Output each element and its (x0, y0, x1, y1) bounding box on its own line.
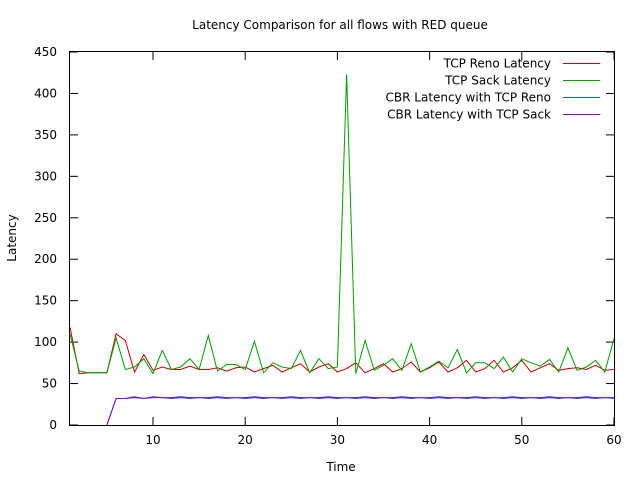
chart-title: Latency Comparison for all flows with RE… (192, 18, 488, 32)
series-line-3 (106, 397, 615, 426)
y-tick-label: 300 (34, 169, 57, 183)
x-tick-label: 50 (514, 433, 529, 447)
y-tick-label: 350 (34, 128, 57, 142)
y-tick-label: 150 (34, 294, 57, 308)
series-lines (69, 74, 615, 426)
plot-frame (69, 51, 615, 426)
y-tick-label: 0 (49, 418, 57, 432)
legend: TCP Reno Latency TCP Sack Latency CBR Late… (386, 57, 600, 122)
series-line-4 (106, 396, 614, 426)
y-tick-label: 250 (34, 211, 57, 225)
legend-label: TCP Reno Latency (443, 57, 551, 71)
legend-label: CBR Latency with TCP Reno (386, 91, 551, 105)
y-tick-label: 100 (34, 335, 57, 349)
x-tick-label: 10 (145, 433, 160, 447)
y-tick-label: 400 (34, 86, 57, 100)
x-axis-label: Time (325, 460, 355, 474)
y-tick-label: 450 (34, 45, 57, 59)
legend-label: CBR Latency with TCP Sack (387, 108, 551, 122)
x-tick-label: 30 (330, 433, 345, 447)
legend-label: TCP Sack Latency (444, 74, 551, 88)
x-tick-label: 40 (422, 433, 437, 447)
y-tick-label: 200 (34, 252, 57, 266)
y-tick-label: 50 (42, 377, 57, 391)
axes: 0 50 100 150 200 250 300 350 400 450 10 20 30 40 50 60 (34, 45, 622, 447)
y-axis-label: Latency (5, 214, 19, 261)
series-line-1 (69, 327, 615, 375)
x-tick-label: 20 (238, 433, 253, 447)
x-tick-label: 60 (606, 433, 621, 447)
series-line-2 (69, 74, 615, 375)
